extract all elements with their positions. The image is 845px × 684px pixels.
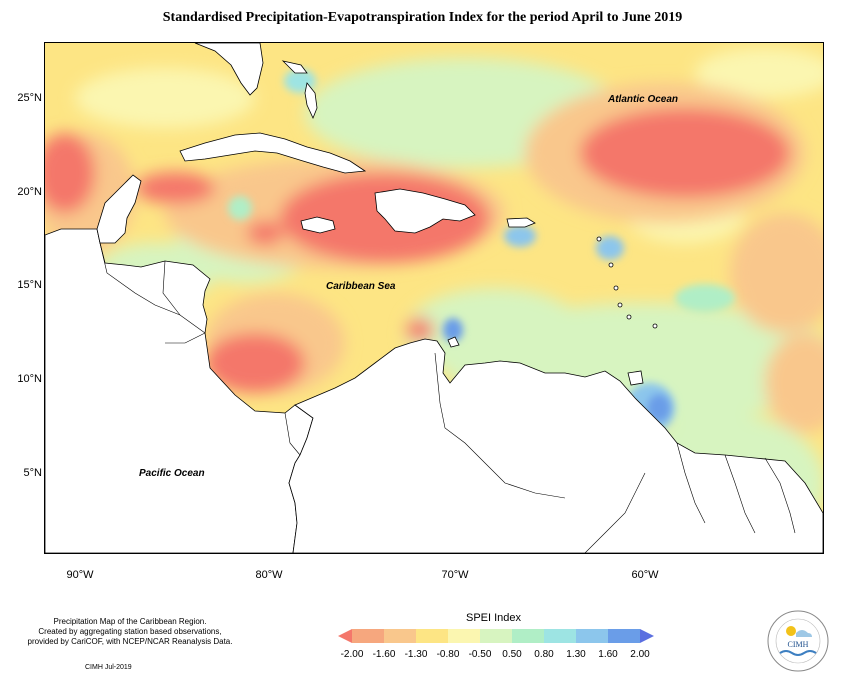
spei-region-aruba-very-wet <box>443 318 463 342</box>
legend-swatch <box>544 629 576 643</box>
legend-swatch <box>608 629 640 643</box>
spei-field-svg <box>45 43 823 553</box>
spei-region-jamaica-west-very-dry <box>247 221 283 245</box>
spei-region-ne-normal <box>695 48 823 98</box>
legend-swatch <box>640 629 654 643</box>
land-bahamas-andros <box>304 82 318 120</box>
legend-swatch <box>416 629 448 643</box>
border-guyana-suriname <box>724 454 756 534</box>
spei-region-far-east-dry-2 <box>765 333 823 433</box>
sun-icon <box>786 626 796 636</box>
lon-label-90w: 90°W <box>66 569 94 581</box>
footer-line-3: provided by CariCOF, with NCEP/NCAR Rean… <box>27 637 233 646</box>
spei-region-barbados-wet <box>675 284 735 312</box>
legend-tick-label: -2.00 <box>340 649 364 660</box>
footer-line-1: Precipitation Map of the Caribbean Regio… <box>53 617 207 626</box>
legend-tick-label: -1.60 <box>372 649 396 660</box>
spei-region-cuba-south-wet <box>228 196 252 220</box>
land-martinique <box>613 285 619 291</box>
lon-label-60w: 60°W <box>631 569 659 581</box>
land-st-lucia <box>617 302 623 308</box>
spei-region-gulf-normal <box>75 68 255 128</box>
legend-tick-label: -0.80 <box>436 649 460 660</box>
spei-region-west-edge-very-dry <box>45 133 95 213</box>
atlantic-ocean-label: Atlantic Ocean <box>608 94 679 105</box>
land-guadeloupe <box>608 262 614 268</box>
land-barbados <box>626 314 632 320</box>
lat-label-25n: 25°N <box>17 92 42 104</box>
legend-swatch <box>338 629 352 643</box>
lat-label-10n: 10°N <box>17 373 42 385</box>
wave-icon <box>779 650 817 656</box>
legend-tick-label: 1.60 <box>598 649 618 660</box>
legend-tick-label: 2.00 <box>630 649 650 660</box>
border-suriname-guiana <box>764 457 796 534</box>
legend-swatch <box>480 629 512 643</box>
footer-credit: CIMH Jul-2019 <box>85 664 132 671</box>
land-trinidad <box>627 370 644 386</box>
country-borders <box>99 242 796 553</box>
land-south-america <box>288 338 823 553</box>
legend-tick-label: 1.30 <box>566 649 586 660</box>
spei-region-guajira-very-dry <box>406 318 434 342</box>
land-puerto-rico <box>506 217 536 228</box>
border-honduras-nicaragua <box>162 260 181 316</box>
land-jamaica <box>300 216 336 234</box>
land-bahamas-grand <box>281 60 308 74</box>
lat-label-20n: 20°N <box>17 186 42 198</box>
spei-region-atlantic-very-dry <box>580 108 790 198</box>
lat-label-15n: 15°N <box>17 279 42 291</box>
spei-region-leeward-wet <box>596 236 624 260</box>
footer-line-2: Created by aggregating station based obs… <box>38 627 222 636</box>
land-cuba <box>179 132 367 174</box>
land-curacao <box>447 336 460 348</box>
pacific-ocean-label: Pacific Ocean <box>139 468 205 479</box>
legend-tick-label: 0.80 <box>534 649 554 660</box>
lon-label-80w: 80°W <box>255 569 283 581</box>
spei-region-panama-costa-rica-very-dry <box>205 333 305 393</box>
map-title: Standardised Precipitation-Evapotranspir… <box>162 10 683 25</box>
spei-map: Atlantic Ocean Caribbean Sea Pacific Oce… <box>44 42 824 554</box>
border-venezuela-guyana <box>676 442 706 524</box>
legend-tick-label: -0.50 <box>468 649 492 660</box>
legend-swatch <box>512 629 544 643</box>
land-hispaniola <box>374 188 476 234</box>
logo-text: CIMH <box>788 640 809 649</box>
legend-tick-label: 0.50 <box>502 649 522 660</box>
border-venezuela-brazil <box>584 472 646 553</box>
land-antigua <box>596 236 602 242</box>
legend-tick-label: -1.30 <box>404 649 428 660</box>
legend-swatch <box>576 629 608 643</box>
cimh-logo: CIMH <box>767 610 829 672</box>
border-nicaragua-costa-rica <box>165 332 206 344</box>
legend-swatch <box>384 629 416 643</box>
footer-description: Precipitation Map of the Caribbean Regio… <box>20 617 240 647</box>
legend-swatch <box>352 629 384 643</box>
spei-region-far-east-dry <box>730 213 823 333</box>
lat-label-5n: 5°N <box>23 467 42 479</box>
legend-swatch <box>448 629 480 643</box>
border-guatemala-honduras <box>99 242 206 334</box>
legend-colorbar <box>338 629 654 643</box>
legend-labels: -2.00 -1.60 -1.30 -0.80 -0.50 0.50 0.80 1.30 1.6… <box>341 649 650 663</box>
border-colombia-venezuela <box>434 352 566 499</box>
border-panama-colombia <box>284 412 301 456</box>
land-barbados-east <box>652 323 658 329</box>
land-florida <box>194 43 264 96</box>
legend-title: SPEI Index <box>466 612 522 624</box>
spei-region-cayman-very-dry <box>135 172 215 204</box>
caribbean-sea-label: Caribbean Sea <box>326 281 396 292</box>
land-yucatan <box>96 174 142 244</box>
spei-region-puerto-rico-wet <box>504 225 536 247</box>
land-masses <box>45 43 823 553</box>
spei-region-orinoco-core <box>647 394 671 422</box>
spei-region-south-caribbean-moist <box>405 288 585 378</box>
cloud-icon <box>796 630 812 637</box>
lon-label-70w: 70°W <box>441 569 469 581</box>
